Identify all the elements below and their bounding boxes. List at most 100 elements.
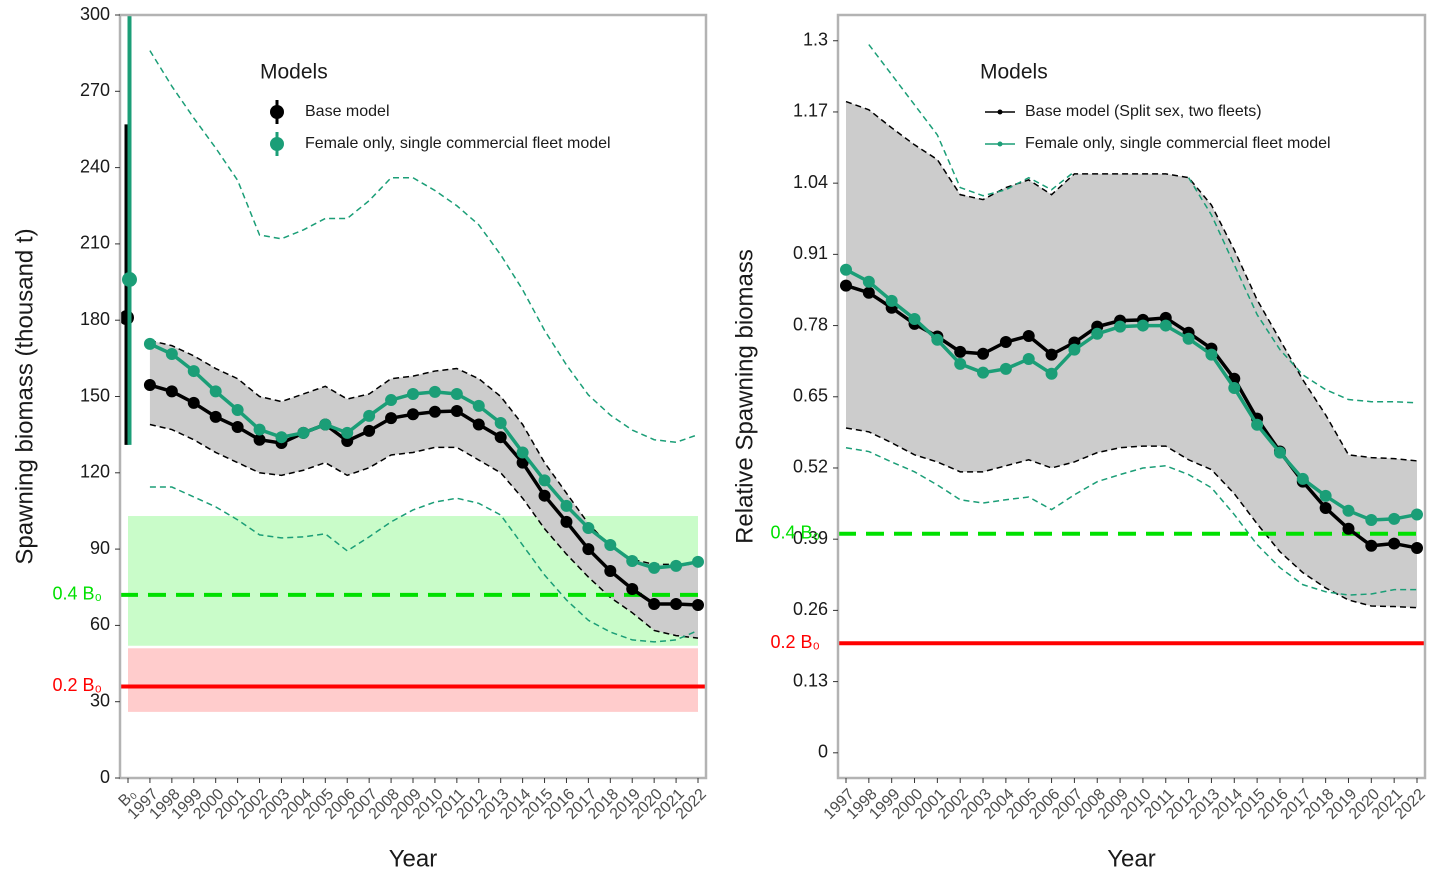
point [143,379,156,392]
interval-line [149,50,699,444]
point [1136,319,1149,332]
legend-glyph [270,137,284,151]
point [1365,514,1378,527]
y-tick-label: 0.65 [793,386,828,406]
point [209,385,222,398]
point [1365,539,1378,552]
legend-label: Female only, single commercial fleet mod… [1025,135,1331,152]
y-tick-label: 0.39 [793,528,828,548]
reference-label: 0.2 B₀ [771,632,821,652]
point [275,431,288,444]
y-tick-label: 120 [80,462,110,482]
point [143,337,156,350]
point [1159,319,1172,332]
point [885,294,898,307]
point [1228,382,1241,395]
interval-line [149,339,698,566]
point [1091,327,1104,340]
interval-line [868,44,1075,197]
point [977,347,990,360]
point [670,598,683,611]
point [1411,541,1423,554]
y-tick-label: 90 [90,538,110,558]
legend-glyph [997,141,1003,147]
plot-area [838,44,1425,646]
y-tick-label: 0 [818,742,828,762]
y-tick-label: 300 [80,4,110,24]
legend-label: Female only, single commercial fleet mod… [305,135,611,152]
point [450,404,463,417]
y-tick-label: 30 [90,690,110,710]
y-tick-label: 0.13 [793,670,828,690]
y-tick-label: 0.91 [793,243,828,263]
point [494,416,507,429]
point [209,410,222,423]
point [1114,320,1127,333]
point [1388,537,1401,550]
reference-label: 0.4 B₀ [53,584,103,604]
y-axis-title: Relative Spawning biomass [731,249,758,544]
x-axis-title: Year [389,845,438,872]
panel: 0306090120150180210240270300B₀1997199819… [11,4,710,873]
x-axis-title: Year [1107,845,1156,872]
y-tick-label: 0 [100,767,110,787]
point [516,446,529,459]
point [560,515,573,528]
point [977,366,990,379]
point [407,387,419,400]
y-tick-label: 180 [80,309,110,329]
point [319,418,332,431]
y-tick-label: 150 [80,385,110,405]
point [516,456,529,469]
y-tick-label: 210 [80,233,110,253]
point [692,555,704,568]
point [187,365,200,378]
point [187,396,200,409]
point [297,426,310,439]
point [582,521,595,534]
point [999,362,1012,375]
point [1319,501,1332,514]
point [931,333,944,346]
point [1342,504,1355,517]
point [385,394,398,407]
point [1205,348,1218,361]
y-tick-label: 270 [80,80,110,100]
y-tick-label: 240 [80,156,110,176]
point [1411,508,1423,521]
point [1342,522,1355,535]
y-tick-label: 0.26 [793,599,828,619]
legend-label: Base model (Split sex, two fleets) [1025,103,1262,120]
confidence-band [149,340,698,639]
point [538,489,551,502]
point [626,555,639,568]
point [999,336,1012,348]
point [1388,512,1401,525]
point [560,499,573,512]
y-tick-label: 1.3 [803,29,828,49]
point [862,275,875,288]
point [472,418,485,431]
point [604,564,617,577]
interval-line [845,446,1417,596]
legend-title: Models [980,61,1048,84]
point [407,408,419,421]
point [1068,343,1081,356]
point [122,272,137,288]
legend-glyph [270,105,284,119]
point [428,385,441,398]
interval-line [845,427,1418,609]
point [604,539,617,552]
y-tick-label: 0.52 [793,457,828,477]
point [428,405,441,418]
point [954,345,967,358]
point [231,421,244,434]
legend-title: Models [260,61,328,84]
y-tick-label: 1.04 [793,172,828,192]
point [1273,446,1286,459]
confidence-band [846,101,1417,608]
interval-line [149,486,699,643]
point [538,474,551,487]
point [1022,352,1035,365]
